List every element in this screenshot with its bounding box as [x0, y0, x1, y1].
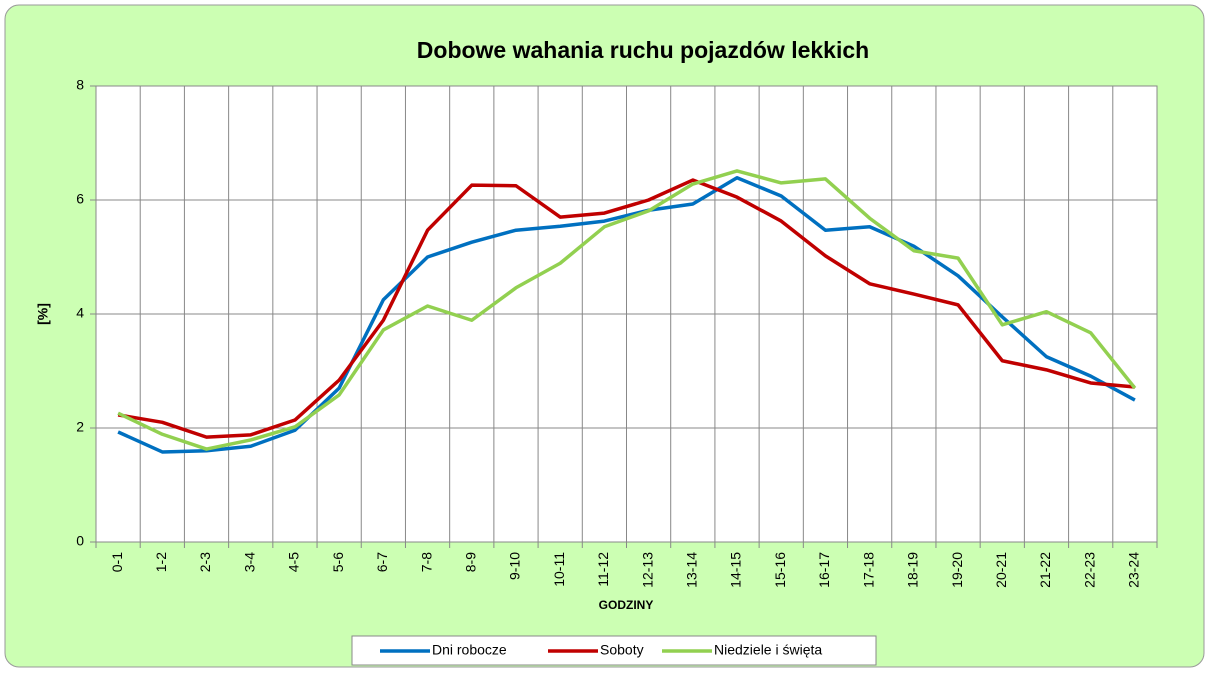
x-tick-label: 3-4	[241, 552, 257, 572]
y-tick-label: 4	[76, 305, 84, 321]
x-tick-label: 5-6	[330, 552, 346, 572]
x-tick-label: 10-11	[551, 552, 567, 587]
x-tick-label: 1-2	[153, 552, 169, 572]
legend-label: Soboty	[600, 642, 644, 658]
x-tick-label: 6-7	[374, 552, 390, 572]
x-tick-label: 13-14	[684, 552, 700, 588]
x-tick-label: 8-9	[462, 552, 478, 572]
y-axis-label: [%]	[35, 303, 51, 325]
x-tick-label: 12-13	[639, 552, 655, 588]
x-tick-label: 20-21	[993, 552, 1009, 588]
x-tick-label: 16-17	[816, 552, 832, 588]
series-line	[117, 169, 1137, 451]
x-tick-label: 9-10	[507, 552, 523, 580]
series-line	[117, 178, 1136, 439]
x-tick-label: 15-16	[772, 552, 788, 588]
legend-label: Dni robocze	[432, 642, 507, 658]
x-tick-label: 22-23	[1081, 552, 1097, 588]
x-tick-label: 17-18	[860, 552, 876, 588]
x-tick-label: 23-24	[1126, 552, 1142, 588]
x-tick-label: 11-12	[595, 552, 611, 587]
series-line	[117, 176, 1136, 454]
x-tick-label: 7-8	[418, 552, 434, 572]
chart-title: Dobowe wahania ruchu pojazdów lekkich	[417, 37, 869, 63]
y-tick-label: 6	[76, 191, 84, 207]
y-tick-label: 2	[76, 419, 84, 435]
legend-label: Niedziele i święta	[714, 642, 822, 658]
x-tick-label: 4-5	[286, 552, 302, 572]
x-tick-label: 0-1	[109, 552, 125, 572]
x-tick-label: 19-20	[949, 552, 965, 588]
x-axis-label: Godziny	[599, 598, 654, 612]
x-tick-label: 18-19	[905, 552, 921, 588]
y-tick-label: 0	[76, 533, 84, 549]
x-tick-label: 14-15	[728, 552, 744, 588]
x-tick-label: 21-22	[1037, 552, 1053, 588]
y-tick-label: 8	[76, 77, 84, 93]
x-tick-label: 2-3	[197, 552, 213, 572]
legend	[351, 635, 877, 666]
